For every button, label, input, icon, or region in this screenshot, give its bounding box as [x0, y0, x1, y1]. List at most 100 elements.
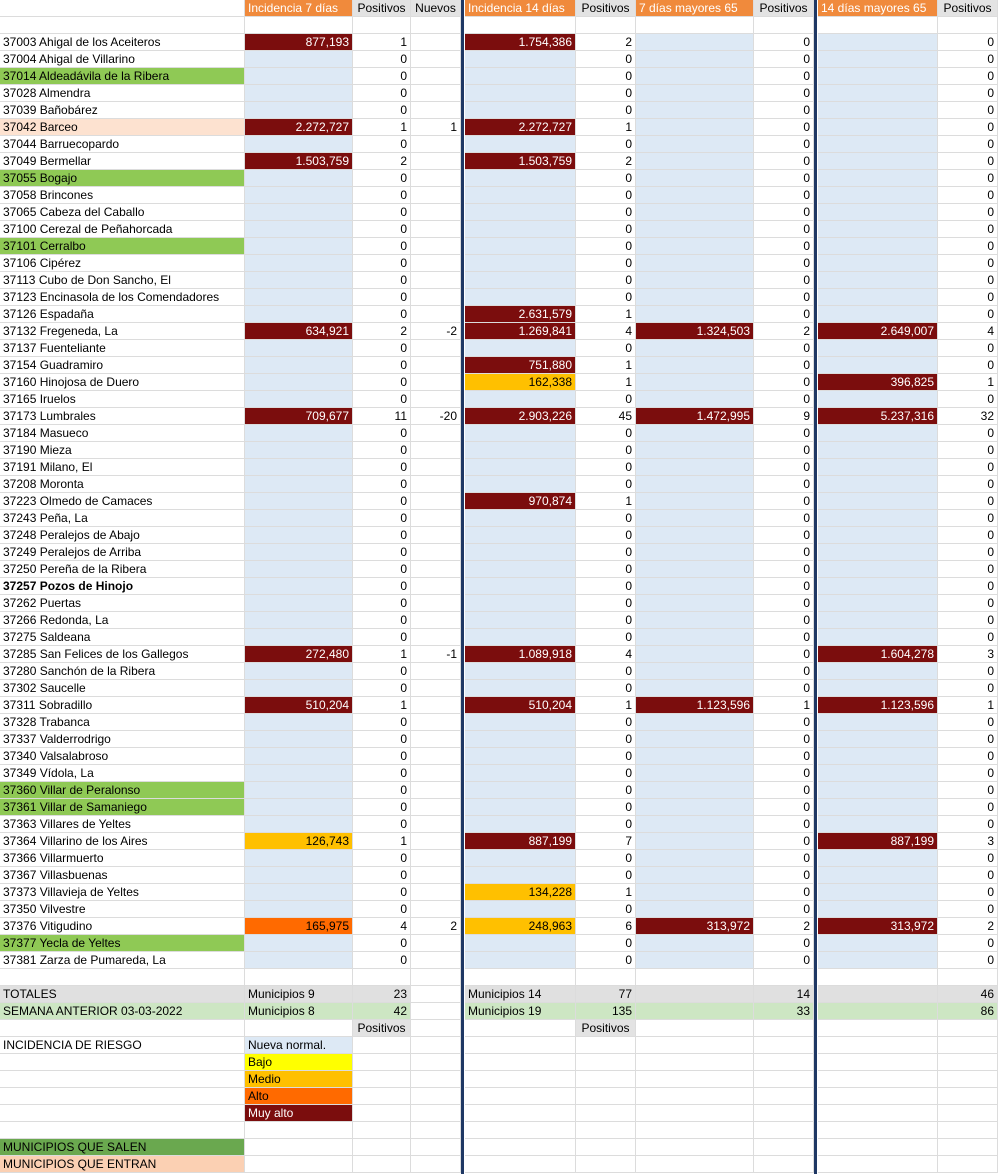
municipality-name: 37173 Lumbrales	[0, 408, 245, 425]
empty-cell	[465, 1105, 576, 1122]
cell-mp7: 0	[754, 153, 814, 170]
cell-i14: 2.631,579	[465, 306, 576, 323]
empty-cell	[938, 1088, 998, 1105]
empty-cell	[353, 1037, 411, 1054]
empty-cell	[576, 1156, 636, 1173]
cell-mp14: 0	[938, 34, 998, 51]
anterior-mayores-14	[818, 1003, 938, 1020]
cell-i14	[465, 629, 576, 646]
totales-municipios-14: Municipios 14	[465, 986, 576, 1003]
cell-m7	[636, 153, 754, 170]
cell-m14	[818, 170, 938, 187]
header-row: Incidencia 7 días Positivos Nuevos Incid…	[0, 0, 998, 17]
cell-m7	[636, 238, 754, 255]
cell-n	[411, 187, 461, 204]
cell-mp14: 0	[938, 867, 998, 884]
cell-i14: 248,963	[465, 918, 576, 935]
cell-i14	[465, 578, 576, 595]
cell-p7: 0	[353, 442, 411, 459]
cell-mp7: 0	[754, 731, 814, 748]
cell-m7	[636, 272, 754, 289]
municipality-name: 37049 Bermellar	[0, 153, 245, 170]
cell-m14	[818, 187, 938, 204]
cell-mp14: 0	[938, 493, 998, 510]
cell-p14: 2	[576, 34, 636, 51]
cell-n	[411, 374, 461, 391]
positivos-label-row: Positivos Positivos	[0, 1020, 998, 1037]
cell-mp14: 0	[938, 357, 998, 374]
empty-cell	[0, 1020, 245, 1037]
cell-m7: 1.472,995	[636, 408, 754, 425]
municipality-name: 37191 Milano, El	[0, 459, 245, 476]
cell-mp14: 2	[938, 918, 998, 935]
table-row: 37049 Bermellar 1.503,759 2 1.503,759 2 0 0	[0, 153, 998, 170]
cell-mp14: 0	[938, 527, 998, 544]
cell-i7	[245, 612, 353, 629]
cell-p7: 0	[353, 476, 411, 493]
cell-mp14: 0	[938, 901, 998, 918]
empty-cell	[353, 1071, 411, 1088]
municipios-entran-label: MUNICIPIOS QUE ENTRAN	[0, 1156, 245, 1173]
cell-p14: 1	[576, 493, 636, 510]
cell-i7	[245, 272, 353, 289]
cell-p14: 45	[576, 408, 636, 425]
table-row: 37381 Zarza de Pumareda, La 0 0 0 0	[0, 952, 998, 969]
municipality-name: 37349 Vídola, La	[0, 765, 245, 782]
cell-i7: 272,480	[245, 646, 353, 663]
totales-mayores-7	[636, 986, 754, 1003]
cell-m7	[636, 527, 754, 544]
cell-m14	[818, 629, 938, 646]
table-row: 37262 Puertas 0 0 0 0	[0, 595, 998, 612]
cell-mp7: 0	[754, 680, 814, 697]
cell-i7: 1.503,759	[245, 153, 353, 170]
cell-i14	[465, 731, 576, 748]
cell-mp14: 0	[938, 68, 998, 85]
cell-mp7: 0	[754, 204, 814, 221]
municipality-name: 37363 Villares de Yeltes	[0, 816, 245, 833]
empty-cell	[465, 1020, 576, 1037]
cell-i7	[245, 680, 353, 697]
municipality-name: 37376 Vitigudino	[0, 918, 245, 935]
cell-i14	[465, 204, 576, 221]
cell-n	[411, 935, 461, 952]
cell-mp14: 0	[938, 595, 998, 612]
empty-cell	[465, 1156, 576, 1173]
cell-i7	[245, 867, 353, 884]
cell-m14	[818, 935, 938, 952]
cell-n	[411, 901, 461, 918]
cell-mp14: 32	[938, 408, 998, 425]
cell-i14	[465, 255, 576, 272]
cell-p14: 0	[576, 170, 636, 187]
empty-cell	[465, 17, 576, 34]
cell-m14	[818, 153, 938, 170]
cell-mp7: 0	[754, 238, 814, 255]
cell-p7: 0	[353, 850, 411, 867]
cell-mp14: 0	[938, 510, 998, 527]
anterior-mayores-7	[636, 1003, 754, 1020]
cell-m14	[818, 391, 938, 408]
empty-cell	[576, 1122, 636, 1139]
legend-row: Alto	[0, 1088, 998, 1105]
cell-mp7: 0	[754, 476, 814, 493]
cell-p7: 0	[353, 629, 411, 646]
empty-cell	[353, 1122, 411, 1139]
cell-m7	[636, 425, 754, 442]
anterior-municipios-7: Municipios 8	[245, 1003, 353, 1020]
cell-n: -20	[411, 408, 461, 425]
cell-p7: 0	[353, 952, 411, 969]
cell-m14: 1.123,596	[818, 697, 938, 714]
table-row: 37257 Pozos de Hinojo 0 0 0 0	[0, 578, 998, 595]
cell-i14: 510,204	[465, 697, 576, 714]
empty-cell	[411, 1054, 461, 1071]
cell-i7	[245, 884, 353, 901]
cell-m14	[818, 51, 938, 68]
cell-mp14: 0	[938, 850, 998, 867]
semana-anterior-row: SEMANA ANTERIOR 03-03-2022 Municipios 8 …	[0, 1003, 998, 1020]
cell-mp7: 0	[754, 765, 814, 782]
empty-cell	[411, 1020, 461, 1037]
cell-m14	[818, 459, 938, 476]
cell-n	[411, 289, 461, 306]
municipality-name: 37101 Cerralbo	[0, 238, 245, 255]
cell-i14	[465, 425, 576, 442]
cell-mp7: 0	[754, 102, 814, 119]
